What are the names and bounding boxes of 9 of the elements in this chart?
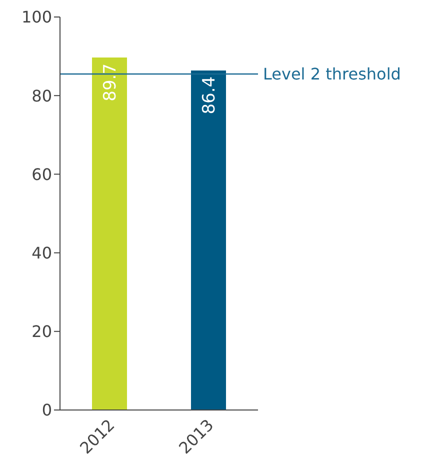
ref-line-label: Level 2 threshold bbox=[263, 64, 401, 84]
y-tick-label: 40 bbox=[32, 243, 52, 262]
y-tick-label: 80 bbox=[32, 86, 52, 106]
y-tick-label: 20 bbox=[32, 322, 52, 342]
data-label: 86.4 bbox=[200, 76, 220, 114]
y-tick-label: 100 bbox=[21, 8, 52, 27]
data-label: 89.7 bbox=[100, 63, 120, 102]
y-tick-label: 60 bbox=[32, 164, 52, 184]
y-tick-label: 0 bbox=[42, 400, 52, 420]
